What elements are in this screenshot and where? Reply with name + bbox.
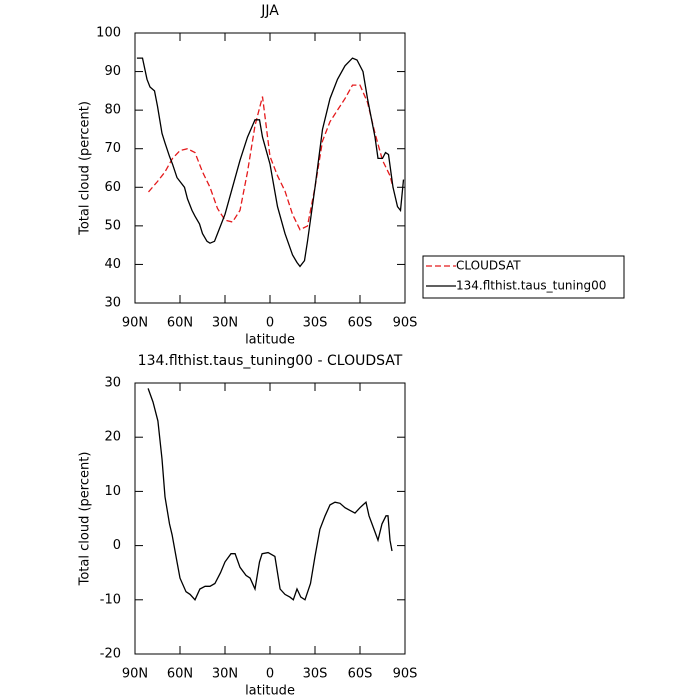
x-tick-label: 30S (303, 667, 328, 682)
y-axis-label: Total cloud (percent) (78, 101, 93, 236)
data-line (147, 388, 393, 601)
y-tick-label: 90 (104, 64, 121, 79)
legend-label: CLOUDSAT (456, 259, 521, 273)
x-tick-label: 90N (122, 667, 148, 682)
y-tick-label: 20 (104, 430, 121, 445)
x-tick-label: 30N (212, 316, 238, 331)
y-tick-label: 30 (104, 296, 121, 311)
y-tick-label: 10 (104, 484, 121, 499)
chart-title: JJA (260, 3, 279, 19)
x-tick-label: 90N (122, 316, 148, 331)
legend-label: 134.flthist.taus_tuning00 (456, 279, 606, 293)
x-tick-label: 60S (348, 667, 373, 682)
plot-frame (134, 382, 406, 655)
y-tick-label: 40 (104, 257, 121, 272)
x-tick-label: 0 (266, 316, 274, 331)
plot-frame (134, 32, 406, 304)
y-axis-label: Total cloud (percent) (78, 452, 93, 587)
y-tick-label: 100 (96, 26, 121, 41)
x-tick-label: 30N (212, 667, 238, 682)
x-tick-label: 60S (348, 316, 373, 331)
x-axis-label: latitude (245, 333, 295, 348)
y-tick-label: -20 (100, 647, 121, 662)
y-tick-label: 50 (104, 218, 121, 233)
x-tick-label: 0 (266, 667, 274, 682)
data-line (136, 57, 405, 268)
y-tick-label: -10 (100, 592, 121, 607)
legend-box (422, 255, 625, 299)
x-axis-label: latitude (245, 684, 295, 699)
data-line (148, 84, 394, 231)
x-tick-label: 60N (167, 667, 193, 682)
y-tick-label: 70 (104, 141, 121, 156)
x-tick-label: 30S (303, 316, 328, 331)
y-tick-label: 30 (104, 376, 121, 391)
x-tick-label: 90S (393, 667, 418, 682)
y-tick-label: 60 (104, 180, 121, 195)
x-tick-label: 90S (393, 316, 418, 331)
y-tick-label: 80 (104, 103, 121, 118)
y-tick-label: 0 (113, 538, 121, 553)
chart-title: 134.flthist.taus_tuning00 - CLOUDSAT (138, 353, 403, 369)
x-tick-label: 60N (167, 316, 193, 331)
